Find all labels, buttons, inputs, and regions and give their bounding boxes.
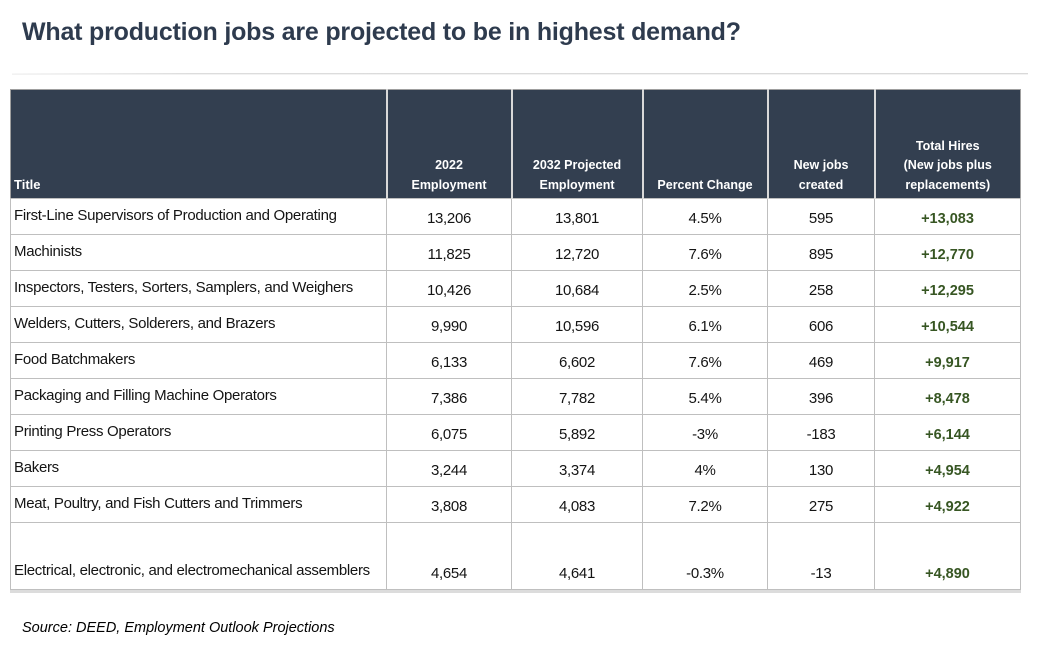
new-jobs-cell: 606 <box>767 306 875 343</box>
new-jobs-cell: 130 <box>767 450 875 487</box>
total-hires-cell: +4,890 <box>874 522 1021 590</box>
employment-2022-cell: 9,990 <box>386 306 512 343</box>
employment-2022-cell: 13,206 <box>386 198 512 235</box>
percent-change-cell: 7.2% <box>642 486 768 523</box>
total-hires-cell: +12,295 <box>874 270 1021 307</box>
percent-change-cell: 4.5% <box>642 198 768 235</box>
new-jobs-cell: 469 <box>767 342 875 379</box>
table-row: First-Line Supervisors of Production and… <box>10 198 1021 235</box>
employment-2032-cell: 4,083 <box>511 486 643 523</box>
total-hires-cell: +6,144 <box>874 414 1021 451</box>
table-row: Printing Press Operators 6,075 5,892 -3%… <box>10 414 1021 451</box>
total-hires-cell: +4,922 <box>874 486 1021 523</box>
job-title-cell: Meat, Poultry, and Fish Cutters and Trim… <box>10 486 387 523</box>
column-header-percent-change: Percent Change <box>642 89 769 199</box>
table-body: First-Line Supervisors of Production and… <box>10 198 1021 590</box>
percent-change-cell: 7.6% <box>642 234 768 271</box>
employment-2022-cell: 10,426 <box>386 270 512 307</box>
new-jobs-cell: 396 <box>767 378 875 415</box>
employment-2032-cell: 13,801 <box>511 198 643 235</box>
total-hires-cell: +8,478 <box>874 378 1021 415</box>
job-title-cell: Welders, Cutters, Solderers, and Brazers <box>10 306 387 343</box>
table-row: Electrical, electronic, and electromecha… <box>10 522 1021 590</box>
percent-change-cell: 7.6% <box>642 342 768 379</box>
percent-change-cell: 2.5% <box>642 270 768 307</box>
new-jobs-cell: 258 <box>767 270 875 307</box>
employment-2032-cell: 10,596 <box>511 306 643 343</box>
table-row: Packaging and Filling Machine Operators … <box>10 378 1021 415</box>
page-title: What production jobs are projected to be… <box>22 18 741 46</box>
employment-2032-cell: 10,684 <box>511 270 643 307</box>
column-header-title: Title <box>10 89 388 199</box>
table-row: Bakers 3,244 3,374 4% 130 +4,954 <box>10 450 1021 487</box>
employment-2032-cell: 4,641 <box>511 522 643 590</box>
column-header-2032-projected-employment: 2032 Projected Employment <box>511 89 644 199</box>
percent-change-cell: 4% <box>642 450 768 487</box>
employment-2032-cell: 12,720 <box>511 234 643 271</box>
percent-change-cell: 6.1% <box>642 306 768 343</box>
new-jobs-cell: -13 <box>767 522 875 590</box>
employment-2032-cell: 5,892 <box>511 414 643 451</box>
column-header-2022-employment: 2022 Employment <box>386 89 513 199</box>
header-row: Title 2022 Employment 2032 Projected Emp… <box>10 89 1021 199</box>
percent-change-cell: 5.4% <box>642 378 768 415</box>
percent-change-cell: -0.3% <box>642 522 768 590</box>
job-title-cell: First-Line Supervisors of Production and… <box>10 198 387 235</box>
heading-divider <box>12 73 1028 75</box>
job-title-cell: Food Batchmakers <box>10 342 387 379</box>
table-row: Meat, Poultry, and Fish Cutters and Trim… <box>10 486 1021 523</box>
job-title-cell: Bakers <box>10 450 387 487</box>
percent-change-cell: -3% <box>642 414 768 451</box>
new-jobs-cell: -183 <box>767 414 875 451</box>
employment-2022-cell: 3,808 <box>386 486 512 523</box>
employment-2032-cell: 7,782 <box>511 378 643 415</box>
table-header: Title 2022 Employment 2032 Projected Emp… <box>10 89 1021 199</box>
employment-2022-cell: 11,825 <box>386 234 512 271</box>
source-note: Source: DEED, Employment Outlook Project… <box>22 620 335 636</box>
employment-2022-cell: 4,654 <box>386 522 512 590</box>
column-header-new-jobs-created: New jobs created <box>767 89 876 199</box>
employment-2022-cell: 7,386 <box>386 378 512 415</box>
table-row: Food Batchmakers 6,133 6,602 7.6% 469 +9… <box>10 342 1021 379</box>
job-title-cell: Printing Press Operators <box>10 414 387 451</box>
employment-2032-cell: 6,602 <box>511 342 643 379</box>
total-hires-cell: +12,770 <box>874 234 1021 271</box>
employment-2032-cell: 3,374 <box>511 450 643 487</box>
employment-2022-cell: 6,075 <box>386 414 512 451</box>
employment-2022-cell: 6,133 <box>386 342 512 379</box>
new-jobs-cell: 595 <box>767 198 875 235</box>
table-row: Machinists 11,825 12,720 7.6% 895 +12,77… <box>10 234 1021 271</box>
new-jobs-cell: 895 <box>767 234 875 271</box>
job-title-cell: Electrical, electronic, and electromecha… <box>10 522 387 590</box>
total-hires-cell: +4,954 <box>874 450 1021 487</box>
employment-2022-cell: 3,244 <box>386 450 512 487</box>
table-row: Inspectors, Testers, Sorters, Samplers, … <box>10 270 1021 307</box>
job-title-cell: Inspectors, Testers, Sorters, Samplers, … <box>10 270 387 307</box>
new-jobs-cell: 275 <box>767 486 875 523</box>
table-row: Welders, Cutters, Solderers, and Brazers… <box>10 306 1021 343</box>
column-header-total-hires: Total Hires (New jobs plus replacements) <box>874 89 1021 199</box>
production-jobs-table: Title 2022 Employment 2032 Projected Emp… <box>10 89 1021 590</box>
job-title-cell: Machinists <box>10 234 387 271</box>
total-hires-cell: +13,083 <box>874 198 1021 235</box>
job-title-cell: Packaging and Filling Machine Operators <box>10 378 387 415</box>
total-hires-cell: +9,917 <box>874 342 1021 379</box>
total-hires-cell: +10,544 <box>874 306 1021 343</box>
